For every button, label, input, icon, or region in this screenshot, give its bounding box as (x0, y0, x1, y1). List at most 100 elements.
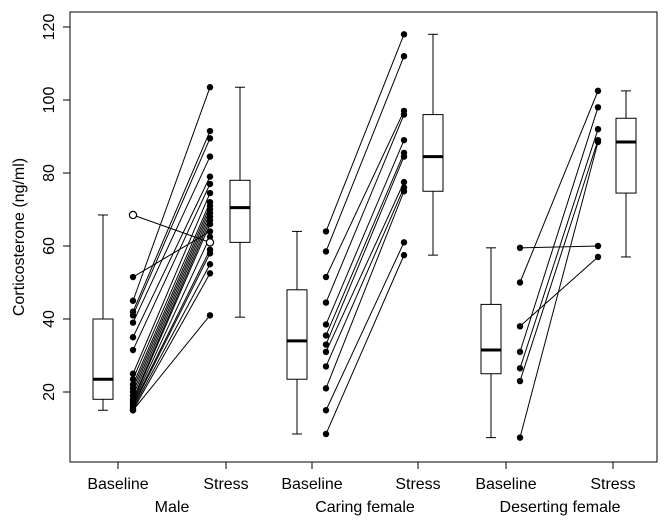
y-tick-label: 20 (41, 383, 58, 401)
baseline-point (323, 431, 329, 437)
baseline-point (323, 332, 329, 338)
pair-line (133, 138, 210, 315)
stress-point (207, 181, 213, 187)
baseline-point (517, 365, 523, 371)
baseline-point (130, 319, 136, 325)
stress-point (207, 153, 213, 159)
stress-point (207, 128, 213, 134)
x-tick-label: Stress (590, 476, 635, 493)
pair-line (133, 220, 210, 399)
pair-line (326, 111, 404, 277)
group-label: Male (155, 499, 190, 516)
pair-line (326, 56, 404, 251)
group-male (93, 84, 250, 413)
group-caring-female (287, 31, 443, 437)
x-axis: Baseline Stress Male Baseline Stress Caring f… (87, 462, 635, 516)
stress-point (207, 250, 213, 256)
baseline-point (323, 274, 329, 280)
stress-point (595, 243, 601, 249)
baseline-point (323, 299, 329, 305)
stress-point (401, 179, 407, 185)
stress-point (401, 111, 407, 117)
stress-point (401, 137, 407, 143)
baseline-point (130, 407, 136, 413)
stress-point (207, 135, 213, 141)
baseline-point (130, 376, 136, 382)
pair-line (520, 129, 598, 368)
baseline-boxplot (287, 231, 307, 434)
x-tick-label: Baseline (475, 476, 536, 493)
stress-point (595, 254, 601, 260)
stress-point (401, 239, 407, 245)
baseline-point (130, 371, 136, 377)
baseline-boxplot (93, 215, 113, 410)
x-tick-label: Baseline (281, 476, 342, 493)
pair-line (326, 191, 404, 388)
pair-line (326, 255, 404, 434)
pair-line (133, 237, 210, 403)
x-tick-label: Stress (203, 476, 248, 493)
stress-point (401, 53, 407, 59)
baseline-point (517, 323, 523, 329)
box (93, 319, 113, 399)
pair-line (133, 184, 210, 350)
y-tick-label: 80 (41, 164, 58, 182)
pair-line (326, 188, 404, 367)
pair-line (133, 206, 210, 385)
stress-point (206, 239, 213, 246)
stress-boxplot (423, 34, 443, 255)
baseline-point (517, 279, 523, 285)
y-tick-label: 40 (41, 310, 58, 328)
baseline-point (323, 248, 329, 254)
pair-line (326, 140, 404, 324)
stress-point (401, 252, 407, 258)
baseline-point (323, 385, 329, 391)
pair-line (133, 264, 210, 408)
x-tick-label: Baseline (87, 476, 148, 493)
baseline-point (323, 228, 329, 234)
y-axis-title: Corticosterone (ng/ml) (11, 158, 28, 316)
pair-line (133, 273, 210, 410)
stress-point (401, 153, 407, 159)
baseline-point (130, 298, 136, 304)
pair-line (133, 87, 210, 301)
baseline-point (517, 245, 523, 251)
stress-point (207, 173, 213, 179)
baseline-point (130, 274, 136, 280)
y-tick-label: 120 (41, 14, 58, 41)
stress-point (595, 126, 601, 132)
baseline-point (517, 378, 523, 384)
stress-point (207, 228, 213, 234)
pair-line (520, 107, 598, 352)
stress-point (207, 261, 213, 267)
baseline-boxplot (481, 248, 501, 438)
y-axis: 20 40 60 80 100 120 (41, 14, 70, 401)
stress-point (595, 104, 601, 110)
stress-boxplot (230, 87, 250, 317)
x-tick-label: Stress (395, 476, 440, 493)
baseline-point (130, 347, 136, 353)
stress-boxplot (616, 91, 636, 257)
stress-point (207, 221, 213, 227)
pair-line (520, 140, 598, 381)
baseline-point (323, 341, 329, 347)
stress-point (207, 84, 213, 90)
box (423, 115, 443, 192)
y-tick-label: 100 (41, 87, 58, 114)
baseline-point (517, 349, 523, 355)
box (230, 180, 250, 242)
baseline-point (130, 312, 136, 318)
box (616, 118, 636, 193)
baseline-point (323, 407, 329, 413)
y-tick-label: 60 (41, 237, 58, 255)
baseline-point (129, 211, 136, 218)
stress-point (401, 31, 407, 37)
stress-point (595, 139, 601, 145)
stress-point (207, 312, 213, 318)
pair-line (326, 157, 404, 345)
group-label: Caring female (315, 499, 415, 516)
pair-line (326, 34, 404, 231)
baseline-point (323, 349, 329, 355)
baseline-point (130, 334, 136, 340)
